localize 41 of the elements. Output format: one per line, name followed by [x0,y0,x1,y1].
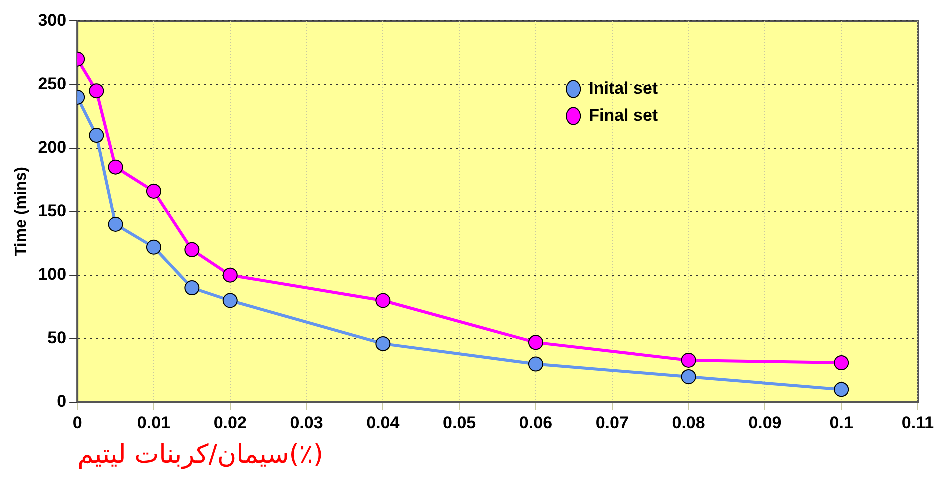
point [146,184,162,199]
x-tick-label: 0.1 [830,413,854,432]
point [184,242,200,258]
y-tick-label: 200 [38,138,67,157]
x-tick-label: 0 [72,413,82,432]
legend-label: Final set [589,106,658,125]
point [89,128,104,144]
x-tick-label: 0.04 [366,413,400,432]
point [222,293,238,308]
point [834,382,850,398]
x-tick-label: 0.03 [290,413,324,432]
point [222,268,238,283]
x-tick-label: 0.11 [902,413,934,432]
point [184,280,200,296]
point [528,335,544,350]
y-tick-label: 250 [38,74,67,94]
point [528,356,544,372]
point [89,84,104,99]
y-axis-title: Time (mins) [13,167,30,257]
y-tick-label: 100 [38,265,67,284]
y-tick-label: 50 [48,328,67,348]
point [108,160,124,175]
y-tick-label: 150 [38,201,67,220]
x-tick-label: 0.02 [214,413,247,432]
legend-label: Inital set [589,78,658,98]
x-tick-label: 0.01 [137,413,171,432]
y-tick-label: 300 [38,10,67,30]
y-tick-label: 0 [57,392,67,412]
point [834,356,850,371]
point [376,293,391,308]
x-tick-label: 0.05 [443,413,476,432]
point [108,217,124,232]
x-axis-title: سیمان/کربنات لیتیم(٪) [78,440,324,470]
point [376,336,391,352]
x-tick-label: 0.09 [748,413,782,432]
x-tick-label: 0.08 [672,413,706,432]
x-tick-label: 0.06 [519,413,553,432]
point [681,352,696,368]
x-tick-label: 0.07 [596,413,629,432]
point [146,240,162,255]
point [681,369,696,384]
